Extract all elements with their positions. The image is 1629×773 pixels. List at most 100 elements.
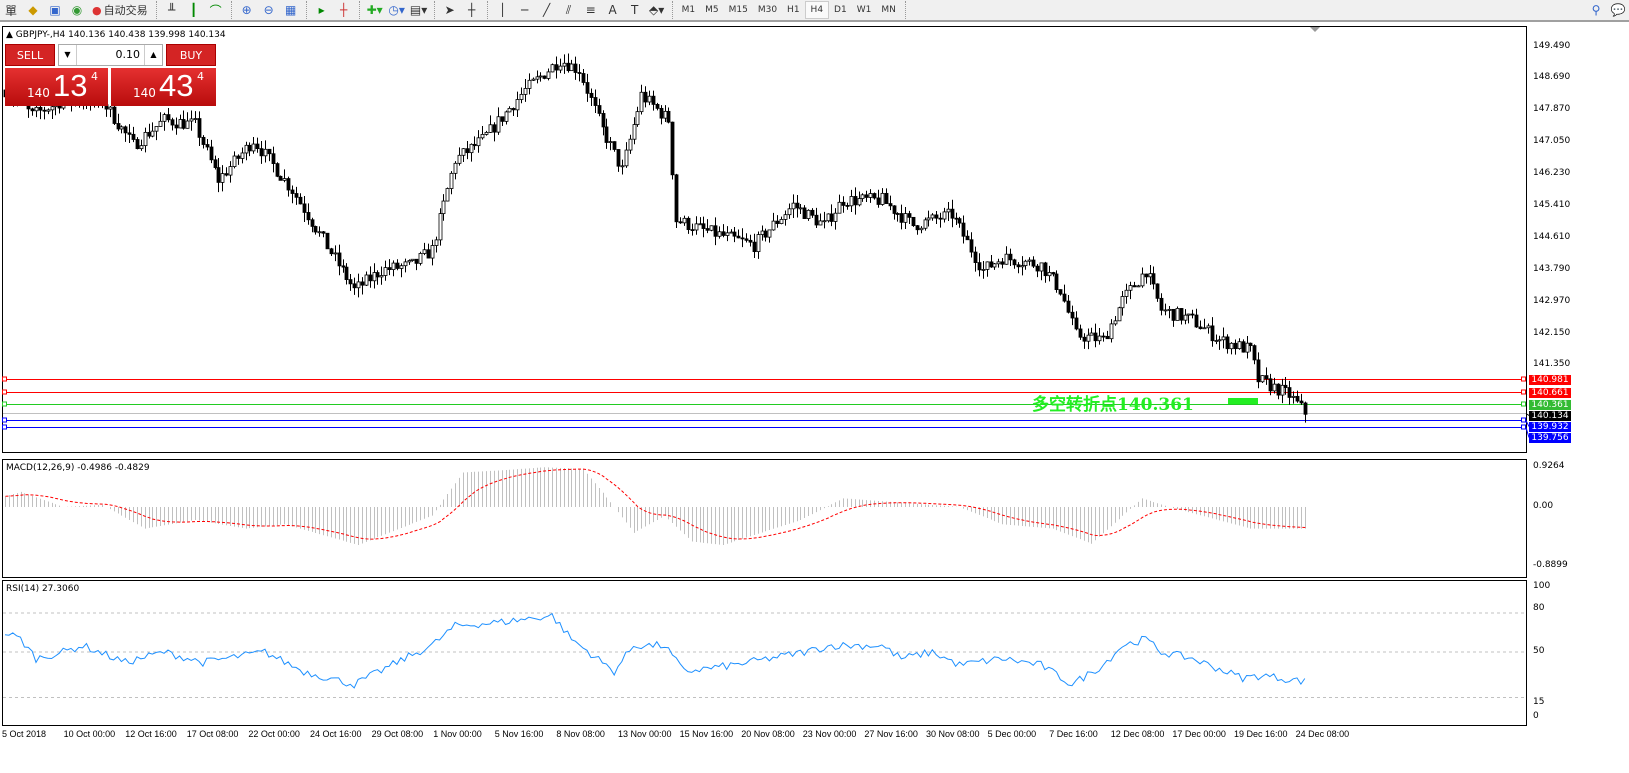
market-watch-icon[interactable]: ◆ <box>28 3 38 17</box>
candle <box>1237 341 1242 350</box>
buy-button[interactable]: BUY <box>166 44 216 66</box>
candle <box>1155 283 1160 299</box>
data-window-icon[interactable]: ▣ <box>49 3 61 17</box>
candle <box>1303 402 1308 415</box>
candle <box>787 208 792 216</box>
price-tag-connector <box>1525 413 1530 416</box>
candle <box>472 143 477 147</box>
timeframe-m15[interactable]: M15 <box>728 5 748 15</box>
candle <box>647 95 652 103</box>
zoom-out-icon[interactable]: ⊖ <box>263 3 274 17</box>
zoom-in-icon[interactable]: ⊕ <box>241 3 252 17</box>
timeframe-w1[interactable]: W1 <box>856 5 872 15</box>
lot-increase-button[interactable]: ▲ <box>144 45 162 65</box>
text-label-icon[interactable]: T <box>630 3 639 17</box>
timeframe-mn[interactable]: MN <box>881 5 896 15</box>
candle <box>1074 317 1079 330</box>
text-icon[interactable]: A <box>608 3 617 17</box>
cursor-icon[interactable]: ➤ <box>444 3 455 17</box>
candle <box>1272 383 1277 392</box>
tile-windows-icon[interactable]: ▦ <box>284 3 297 17</box>
line-chart-icon[interactable]: ⌒ <box>209 3 222 18</box>
line-handle <box>1521 401 1526 407</box>
time-axis-label: 1 Nov 00:00 <box>433 729 482 739</box>
candle <box>694 223 699 231</box>
timeframe-d1[interactable]: D1 <box>834 5 847 15</box>
candle <box>616 149 621 167</box>
bar-chart-icon[interactable]: ╨ <box>167 3 176 17</box>
candle <box>205 144 210 148</box>
templates-icon[interactable]: ▤▾ <box>409 3 428 17</box>
price-axis-label: 144.610 <box>1533 231 1571 242</box>
candle <box>1148 273 1153 278</box>
ask-price[interactable]: 140 43 4 <box>111 68 216 106</box>
autoscroll-icon[interactable]: ▸ <box>318 3 325 17</box>
candle <box>1291 395 1296 398</box>
auto-trade-button[interactable]: ● 自动交易 <box>88 0 152 20</box>
candle <box>1276 383 1281 396</box>
candle <box>1171 308 1176 321</box>
candle <box>119 126 124 130</box>
divider <box>155 1 157 19</box>
candle <box>601 113 606 128</box>
candle <box>934 214 939 219</box>
candle <box>550 64 555 73</box>
candle <box>263 148 268 157</box>
timeframe-h4[interactable]: H4 <box>804 1 830 19</box>
timeframe-m30[interactable]: M30 <box>757 5 778 15</box>
periods-icon[interactable]: ◷▾ <box>388 3 405 17</box>
arrows-icon[interactable]: ⬘▾ <box>648 3 665 17</box>
candlestick-icon[interactable]: ┃ <box>189 3 198 17</box>
search-icon[interactable]: ⚲ <box>1591 3 1601 17</box>
candle <box>1159 297 1164 311</box>
timeframe-m1[interactable]: M1 <box>681 5 696 15</box>
candle <box>418 253 423 264</box>
indicators-icon[interactable]: ✚▾ <box>366 3 383 17</box>
signal-icon[interactable]: ◉ <box>71 3 83 17</box>
candle <box>1245 342 1250 353</box>
candle <box>663 110 668 119</box>
lot-decrease-button[interactable]: ▼ <box>59 45 77 65</box>
chat-icon[interactable]: 💬 <box>1610 3 1626 17</box>
fibonacci-icon[interactable]: ≡ <box>585 3 596 17</box>
bid-price[interactable]: 140 13 4 <box>5 68 108 106</box>
candle <box>275 163 280 177</box>
ask-prefix: 140 <box>133 86 156 100</box>
candle <box>139 145 144 150</box>
rsi-pane[interactable] <box>2 580 1527 726</box>
candle <box>364 274 369 286</box>
candle <box>1256 359 1261 383</box>
lot-size-input[interactable]: ▼ 0.10 ▲ <box>58 44 163 66</box>
crosshair-icon[interactable]: ┼ <box>467 3 476 17</box>
candle <box>310 219 315 227</box>
candle <box>577 72 582 74</box>
candle <box>232 155 237 167</box>
price-pane[interactable] <box>2 26 1527 453</box>
timeframe-m5[interactable]: M5 <box>705 5 719 15</box>
equidistant-channel-icon[interactable]: ⫽ <box>565 2 572 17</box>
candle <box>585 82 590 94</box>
candle <box>259 148 264 157</box>
horizontal-line-icon[interactable]: ─ <box>520 3 529 17</box>
trendline-icon[interactable]: ╱ <box>542 3 551 17</box>
vertical-line-icon[interactable]: │ <box>498 3 507 17</box>
menu-fragment[interactable]: 單 <box>4 3 17 18</box>
candle <box>240 152 245 159</box>
candle <box>38 106 43 111</box>
bid-sup: 4 <box>91 70 98 83</box>
time-axis-label: 27 Nov 16:00 <box>864 729 918 739</box>
timeframe-h1[interactable]: H1 <box>787 5 800 15</box>
time-axis-label: 23 Nov 00:00 <box>802 729 857 739</box>
candle <box>213 159 218 168</box>
macd-pane[interactable] <box>2 459 1527 578</box>
candle <box>981 269 986 271</box>
candle <box>426 249 431 259</box>
candle <box>538 75 543 78</box>
candle <box>1214 340 1219 342</box>
chart-shift-icon[interactable]: ┼ <box>339 3 348 17</box>
candle <box>356 281 361 289</box>
candle <box>698 223 703 226</box>
candle <box>244 144 249 154</box>
sell-button[interactable]: SELL <box>5 44 55 66</box>
candle <box>325 232 330 250</box>
